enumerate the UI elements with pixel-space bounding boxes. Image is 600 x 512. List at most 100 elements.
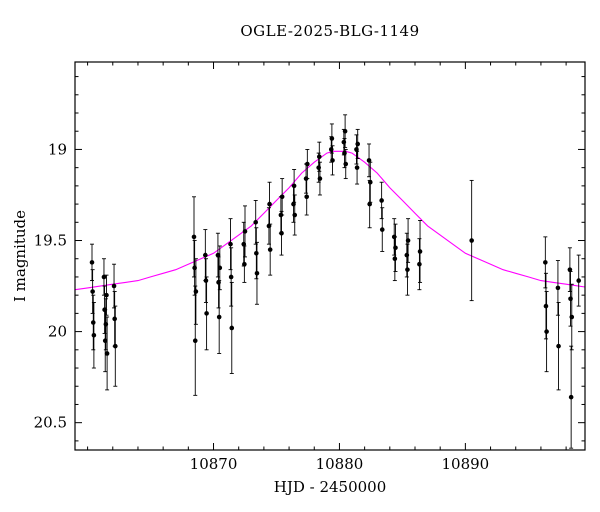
data-point: [354, 165, 360, 170]
x-tick-label: 10870: [190, 455, 238, 473]
data-point: [241, 241, 247, 247]
data-point: [216, 280, 221, 285]
data-point: [392, 256, 398, 262]
data-point: [279, 194, 285, 200]
data-point: [101, 274, 107, 280]
data-point: [203, 252, 208, 258]
data-point: [204, 311, 209, 316]
x-axis-label: HJD - 2450000: [273, 478, 387, 496]
data-point: [291, 183, 297, 189]
data-point: [191, 234, 197, 240]
data-point: [90, 320, 96, 325]
data-point: [215, 252, 221, 258]
data-point: [555, 285, 561, 291]
data-point: [217, 265, 223, 271]
axes-box: [74, 61, 586, 451]
data-points: [89, 128, 582, 400]
data-point: [292, 212, 298, 218]
data-point: [192, 338, 198, 344]
data-point: [367, 179, 373, 185]
y-axis-label: I magnitude: [11, 209, 29, 303]
x-tick-label: 10880: [316, 455, 364, 473]
data-point: [328, 147, 334, 152]
data-point: [343, 161, 349, 167]
data-point: [379, 198, 384, 203]
data-point: [279, 230, 284, 236]
data-point: [91, 332, 97, 338]
data-point: [267, 247, 273, 252]
y-tick-label: 20: [48, 323, 67, 341]
data-point: [393, 245, 398, 251]
chart-title: OGLE-2025-BLG-1149: [240, 22, 420, 40]
data-point: [291, 201, 296, 207]
data-point: [304, 194, 310, 200]
data-point: [391, 234, 397, 240]
data-point: [379, 227, 385, 232]
data-point: [111, 283, 117, 289]
data-point: [405, 238, 411, 243]
data-point: [341, 139, 347, 145]
data-point: [193, 289, 199, 294]
data-point: [367, 201, 372, 207]
data-point: [278, 212, 284, 218]
data-point: [316, 165, 321, 170]
data-point: [192, 265, 197, 271]
data-point: [354, 147, 359, 152]
data-point: [404, 252, 410, 258]
data-point: [104, 292, 109, 298]
data-point: [242, 229, 248, 234]
data-point: [102, 338, 108, 344]
data-point: [329, 136, 335, 141]
data-point: [316, 154, 322, 160]
data-point: [417, 249, 423, 254]
data-point: [568, 394, 574, 400]
data-point: [317, 176, 323, 181]
data-point: [89, 260, 95, 265]
y-tick-label: 20.5: [34, 414, 67, 432]
model-curve: [75, 150, 585, 291]
data-point: [556, 343, 561, 349]
x-tick-label: 10890: [442, 455, 490, 473]
data-point: [366, 158, 372, 163]
data-point: [543, 303, 549, 309]
data-point: [469, 238, 474, 243]
data-point: [253, 220, 259, 225]
data-point: [254, 250, 259, 256]
data-point: [228, 274, 234, 280]
data-point: [266, 223, 272, 229]
data-point: [90, 289, 95, 294]
data-point: [405, 267, 410, 272]
data-point: [203, 278, 209, 283]
data-point: [112, 343, 118, 349]
data-point: [267, 201, 272, 207]
y-tick-label: 19.5: [34, 232, 67, 250]
data-point: [567, 267, 573, 272]
data-point: [305, 161, 310, 167]
data-point: [355, 141, 361, 147]
data-point: [568, 296, 573, 302]
data-point: [112, 316, 117, 322]
axis-ticks: [75, 62, 585, 450]
data-point: [569, 314, 575, 320]
data-point: [104, 351, 110, 356]
data-point: [216, 314, 222, 320]
data-point: [303, 176, 309, 181]
data-point: [330, 158, 335, 163]
data-point: [544, 329, 549, 334]
data-point: [102, 307, 107, 313]
data-point: [228, 241, 233, 247]
data-point: [342, 150, 347, 156]
data-point: [342, 128, 348, 134]
y-tick-labels: 19 19.5 20 20.5: [34, 140, 67, 431]
data-point: [103, 322, 109, 327]
data-point: [254, 271, 260, 276]
y-tick-label: 19: [48, 140, 67, 158]
data-point: [229, 325, 235, 331]
data-point: [543, 260, 548, 265]
data-point: [417, 261, 422, 267]
x-tick-labels: 10870 10880 10890: [190, 455, 490, 473]
error-bars: [90, 114, 581, 449]
data-point: [576, 278, 582, 283]
